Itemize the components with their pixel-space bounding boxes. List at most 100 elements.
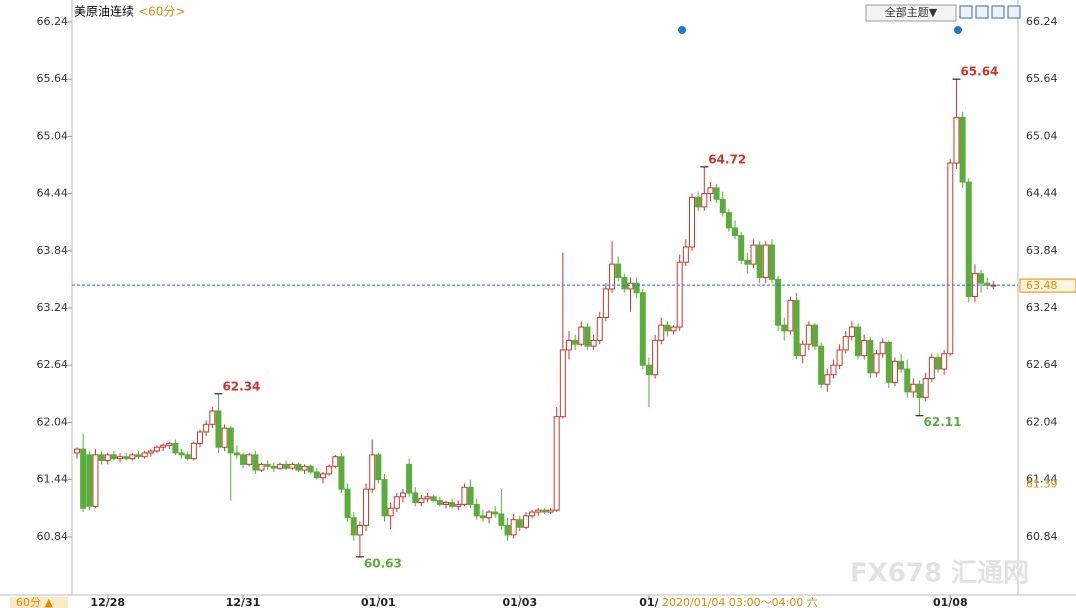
candle-body bbox=[504, 524, 511, 536]
candle-body bbox=[147, 450, 154, 454]
y-tick-label-right: 65.04 bbox=[1026, 129, 1058, 142]
candle-body bbox=[418, 498, 425, 504]
candle-body bbox=[873, 353, 880, 374]
zoom-in[interactable] bbox=[959, 5, 973, 19]
candle-body bbox=[959, 116, 966, 183]
x-tick-label: 01/08 bbox=[933, 596, 968, 608]
y-tick-label-right: 60.84 bbox=[1026, 530, 1058, 543]
candle-body bbox=[436, 500, 443, 505]
candle-body bbox=[547, 509, 554, 513]
candle-body bbox=[240, 454, 247, 465]
event-dot[interactable] bbox=[678, 26, 686, 34]
candle-body bbox=[744, 259, 751, 265]
candle-body bbox=[590, 339, 597, 347]
candle-body bbox=[209, 410, 216, 425]
marker-label: 61.39 bbox=[1026, 477, 1058, 490]
candle-body bbox=[695, 196, 702, 208]
candle-body bbox=[602, 288, 609, 319]
y-tick-label: 66.24 bbox=[37, 15, 69, 28]
annotation: 62.34 bbox=[222, 379, 260, 393]
candle-body bbox=[535, 509, 542, 513]
candle-body bbox=[172, 442, 179, 454]
candle-body bbox=[479, 515, 486, 519]
candle-body bbox=[652, 339, 659, 376]
candle-body bbox=[473, 503, 480, 517]
candle-body bbox=[313, 471, 320, 479]
candle-body bbox=[572, 339, 579, 345]
candle-body bbox=[935, 357, 941, 370]
candle-body bbox=[289, 463, 296, 469]
candle-body bbox=[738, 235, 745, 261]
event-dot[interactable] bbox=[954, 26, 962, 34]
candle-body bbox=[793, 299, 800, 357]
candle-body bbox=[596, 317, 603, 341]
annotation: 60.63 bbox=[364, 556, 402, 570]
candle-body bbox=[301, 465, 308, 471]
y-tick-label: 65.64 bbox=[37, 72, 69, 85]
candle-body bbox=[406, 463, 413, 494]
candle-body bbox=[227, 427, 234, 454]
candle-body bbox=[609, 263, 616, 290]
candle-body bbox=[633, 282, 640, 294]
last-price-box bbox=[1019, 278, 1076, 293]
candle-body bbox=[787, 299, 794, 332]
candle-body bbox=[92, 454, 99, 507]
annotation: 65.64 bbox=[960, 65, 998, 79]
scroll-right[interactable] bbox=[991, 5, 1005, 19]
candle-body bbox=[516, 519, 523, 528]
candle-body bbox=[153, 446, 160, 452]
candle-body bbox=[197, 431, 203, 444]
y-tick-label-right: 62.04 bbox=[1026, 415, 1058, 428]
scroll-left[interactable] bbox=[975, 5, 989, 19]
candle-body bbox=[252, 454, 259, 471]
y-tick-label: 62.64 bbox=[37, 358, 69, 371]
period-tab[interactable] bbox=[10, 597, 68, 608]
candle-body bbox=[947, 162, 954, 355]
candle-body bbox=[867, 339, 874, 374]
candle-body bbox=[449, 502, 456, 507]
candle-body bbox=[978, 273, 985, 284]
period-tab-label[interactable]: 60分 ▲ bbox=[16, 596, 53, 608]
candle-body bbox=[430, 496, 437, 502]
candle-body bbox=[676, 261, 683, 328]
y-tick-label-right: 63.84 bbox=[1026, 244, 1058, 257]
candle-body bbox=[805, 324, 812, 345]
candle-body bbox=[387, 507, 394, 517]
candle-body bbox=[836, 349, 843, 366]
theme-button-label[interactable]: 全部主题▼ bbox=[885, 5, 938, 19]
candle-body bbox=[522, 515, 529, 528]
candle-body bbox=[775, 278, 782, 326]
candle-body bbox=[732, 227, 739, 237]
candle-body bbox=[566, 339, 572, 351]
candle-body bbox=[98, 454, 105, 462]
candle-body bbox=[664, 324, 671, 332]
candle-body bbox=[762, 244, 769, 278]
candle-body bbox=[283, 463, 290, 469]
toolbar-icons[interactable] bbox=[959, 5, 1021, 19]
candle-body bbox=[553, 416, 560, 511]
candle-body bbox=[916, 383, 923, 399]
candle-body bbox=[615, 263, 622, 278]
chart-title: 美原油连续 bbox=[74, 4, 134, 19]
candle-body bbox=[768, 244, 775, 280]
candle-body bbox=[756, 244, 763, 278]
candle-body bbox=[885, 341, 892, 383]
crosshair-label: 2020/01/04 03:00～04:00 六 bbox=[662, 596, 818, 608]
candle-body bbox=[332, 456, 339, 467]
candle-body bbox=[393, 496, 400, 509]
candle-body bbox=[781, 324, 788, 332]
candle-body bbox=[879, 341, 886, 355]
y-tick-label-right: 64.44 bbox=[1026, 187, 1058, 200]
candle-body bbox=[559, 349, 566, 418]
candle-body bbox=[848, 326, 855, 338]
candle-body bbox=[928, 357, 935, 380]
candle-body bbox=[645, 364, 652, 376]
scroll-end[interactable] bbox=[1007, 5, 1021, 19]
y-tick-label-right: 62.64 bbox=[1026, 358, 1058, 371]
candle-body bbox=[307, 465, 314, 473]
candle-body bbox=[326, 465, 333, 475]
theme-button[interactable] bbox=[865, 4, 957, 22]
candle-body bbox=[842, 336, 849, 351]
